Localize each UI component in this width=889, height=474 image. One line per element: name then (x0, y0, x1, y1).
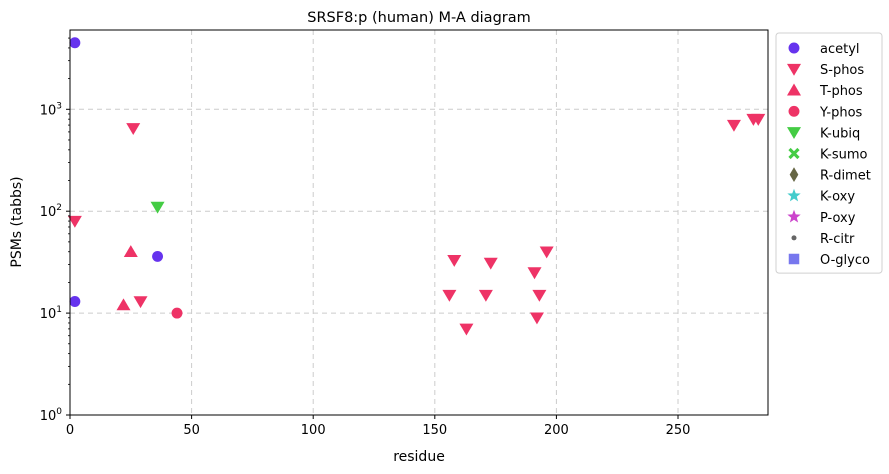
y-tick-label: 100 (40, 407, 63, 424)
x-tick-label: 100 (301, 423, 326, 438)
legend-label: R-dimet (820, 169, 871, 184)
legend-label: K-oxy (820, 190, 855, 205)
point-S-phos (529, 312, 544, 325)
legend-label: T-phos (819, 84, 863, 99)
legend-marker-S-phos (787, 63, 801, 76)
legend-label: K-ubiq (820, 126, 860, 141)
legend-marker-K-oxy (787, 188, 801, 202)
legend-marker-K-sumo (788, 147, 800, 160)
point-T-phos (116, 298, 131, 311)
point-acetyl (69, 37, 81, 49)
legend-label: Y-phos (819, 105, 863, 120)
legend-marker-Y-phos (788, 105, 800, 117)
x-tick-label: 250 (666, 423, 691, 438)
legend-marker-P-oxy (787, 209, 801, 223)
y-tick-label: 103 (40, 101, 62, 118)
legend-box (775, 32, 883, 274)
x-tick-label: 0 (66, 423, 74, 438)
grid-lines (70, 30, 768, 415)
legend-label: K-sumo (820, 148, 868, 163)
x-tick-label: 50 (183, 423, 200, 438)
legend-label: O-glyco (820, 253, 870, 268)
chart-title: SRSF8:p (human) M-A diagram (307, 10, 531, 26)
y-tick-label: 101 (40, 305, 62, 322)
x-tick-label: 150 (422, 423, 447, 438)
legend-marker-R-citr (791, 235, 797, 241)
legend-label: P-oxy (820, 211, 856, 226)
point-S-phos (126, 123, 141, 136)
point-S-phos (67, 215, 82, 228)
point-S-phos (726, 119, 741, 132)
legend-marker-acetyl (788, 42, 800, 54)
point-S-phos (483, 257, 498, 270)
plot-frame (69, 29, 769, 416)
data-points (67, 37, 766, 336)
y-tick-label: 102 (40, 203, 62, 220)
point-S-phos (133, 296, 148, 309)
point-S-phos (527, 267, 542, 280)
point-S-phos (459, 323, 474, 336)
legend: acetyl S-phos T-phos Y-phos K-ubiq K-sumo R-di… (775, 32, 883, 274)
x-tick-label: 200 (544, 423, 569, 438)
point-Y-phos (171, 307, 183, 319)
legend-label: R-citr (820, 232, 855, 247)
x-axis-label: residue (393, 449, 445, 465)
point-S-phos (447, 255, 462, 267)
y-axis-label: PSMs (tabbs) (9, 176, 25, 267)
point-acetyl (69, 296, 81, 307)
legend-marker-R-dimet (789, 167, 799, 182)
point-S-phos (539, 246, 554, 259)
y-axis-ticks: 100 101 102 103 (40, 37, 70, 424)
legend-label: acetyl (820, 42, 860, 57)
legend-marker-K-ubiq (787, 127, 801, 140)
point-T-phos (123, 245, 138, 257)
point-S-phos (532, 289, 547, 302)
legend-label: S-phos (820, 63, 864, 78)
point-S-phos (478, 289, 493, 302)
point-acetyl (152, 250, 164, 262)
point-K-ubiq (150, 201, 165, 214)
legend-marker-T-phos (787, 83, 801, 96)
point-S-phos (442, 289, 457, 302)
point-S-phos (751, 113, 766, 126)
legend-marker-O-glyco (788, 253, 800, 265)
x-axis-ticks: 0 50 100 150 200 250 (66, 415, 691, 438)
